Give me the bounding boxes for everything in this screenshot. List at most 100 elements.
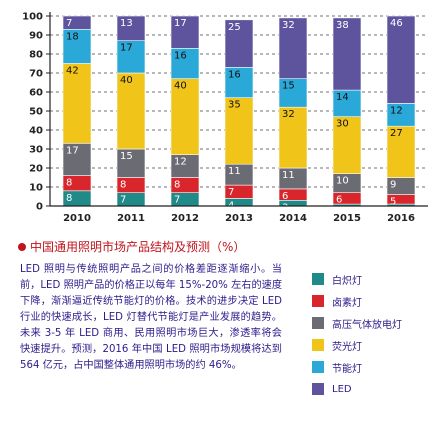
- bar-segment: [62, 28, 92, 64]
- y-tick-label: 50: [29, 107, 43, 118]
- bar-value-label: 3: [282, 202, 288, 213]
- bar-value-label: 17: [174, 18, 187, 29]
- bar-segment: [62, 63, 92, 144]
- legend-label: LED: [332, 383, 352, 395]
- legend-item-cfl: 节能灯: [312, 356, 440, 378]
- chart-caption-text: 中国通用照明市场产品结构及预测（%）: [30, 240, 246, 254]
- bar-value-label: 32: [282, 20, 295, 31]
- bar-segment: [116, 40, 146, 74]
- bar-segment: [224, 97, 254, 165]
- bar-value-label: 32: [282, 109, 295, 120]
- bar-value-label: 10: [336, 176, 349, 187]
- bar-segment: [332, 17, 362, 91]
- bar-value-label: 38: [336, 20, 349, 31]
- bar-value-label: 7: [66, 18, 72, 29]
- legend-swatch: [312, 295, 324, 307]
- legend-swatch: [312, 361, 324, 373]
- legend-item-led: LED: [312, 378, 440, 400]
- legend-label: 卤素灯: [332, 297, 362, 309]
- bar-value-label: 8: [66, 178, 72, 189]
- chart-caption: 中国通用照明市场产品结构及预测（%）: [18, 238, 245, 255]
- y-tick-label: 10: [29, 183, 43, 194]
- bar-segment: [170, 15, 200, 49]
- bar-segment: [278, 78, 308, 108]
- bar-segment: [386, 125, 416, 178]
- bar-value-label: 25: [228, 22, 241, 33]
- bar-value-label: 6: [282, 191, 288, 202]
- x-tick-label: 2011: [117, 213, 145, 224]
- legend-item-incandescent: 白炽灯: [312, 268, 440, 290]
- bar-value-label: 15: [120, 151, 133, 162]
- bar-value-label: 1: [390, 206, 396, 217]
- bar-value-label: 17: [66, 145, 79, 156]
- legend-swatch: [312, 273, 324, 285]
- legend-label: 高压气体放电灯: [332, 319, 402, 331]
- bar-value-label: 8: [174, 180, 180, 191]
- bar-value-label: 7: [174, 195, 180, 206]
- bar-value-label: 7: [228, 187, 234, 198]
- bar-value-label: 35: [228, 100, 241, 111]
- legend-swatch: [312, 339, 324, 351]
- legend-item-hid: 高压气体放电灯: [312, 312, 440, 334]
- bar-value-label: 16: [228, 69, 241, 80]
- bar-value-label: 14: [336, 92, 349, 103]
- bar-value-label: 6: [336, 195, 342, 206]
- bar-value-label: 30: [336, 119, 349, 130]
- x-tick-label: 2015: [333, 213, 361, 224]
- x-tick-label: 2016: [387, 213, 415, 224]
- y-tick-label: 80: [29, 50, 43, 61]
- bar-value-label: 12: [390, 105, 403, 116]
- legend-item-halogen: 卤素灯: [312, 290, 440, 312]
- legend-swatch: [312, 383, 324, 395]
- x-tick-label: 2014: [279, 213, 307, 224]
- y-tick-label: 100: [22, 12, 43, 23]
- legend: 白炽灯 卤素灯 高压气体放电灯 荧光灯 节能灯 LED: [312, 268, 440, 400]
- bar-value-label: 1: [336, 206, 342, 217]
- description-paragraph: LED 照明与传统照明产品之间的价格差距逐渐缩小。当前，LED 照明产品的价格正…: [20, 264, 283, 371]
- bar-value-label: 11: [282, 170, 295, 181]
- y-tick-label: 90: [29, 31, 43, 42]
- legend-item-fluorescent: 荧光灯: [312, 334, 440, 356]
- bar-value-label: 15: [282, 81, 295, 92]
- bar-segment: [278, 106, 308, 169]
- bar-value-label: 40: [174, 81, 187, 92]
- bar-segment: [386, 15, 416, 104]
- bar-segment: [116, 72, 146, 150]
- bar-value-label: 17: [120, 43, 133, 54]
- caption-bullet-icon: [18, 242, 26, 251]
- y-tick-label: 20: [29, 164, 43, 175]
- bar-value-label: 13: [120, 18, 133, 29]
- bar-value-label: 8: [66, 193, 72, 204]
- bar-value-label: 7: [120, 195, 126, 206]
- bar-value-label: 11: [228, 166, 241, 177]
- stacked-bar-chart: 8817421877815401713781240161747113516253…: [22, 12, 428, 224]
- bar-segment: [170, 78, 200, 155]
- bar-value-label: 16: [174, 50, 187, 61]
- bar-segment: [62, 15, 92, 30]
- bar-value-label: 8: [120, 180, 126, 191]
- gridlines: [50, 15, 428, 188]
- bar-value-label: 9: [390, 180, 396, 191]
- y-tick-label: 40: [29, 126, 43, 137]
- y-tick-label: 30: [29, 145, 43, 156]
- bar-segment: [224, 67, 254, 99]
- bar-segment: [116, 15, 146, 42]
- legend-label: 白炽灯: [332, 275, 362, 287]
- bar-value-label: 42: [66, 66, 79, 77]
- bar-value-label: 18: [66, 31, 79, 42]
- y-tick-label: 70: [29, 69, 43, 80]
- bar-segment: [332, 89, 362, 117]
- bars: 8817421877815401713781240161747113516253…: [62, 15, 416, 217]
- x-tick-label: 2010: [63, 213, 91, 224]
- bar-segment: [278, 17, 308, 79]
- bar-value-label: 27: [390, 128, 403, 139]
- bar-value-label: 46: [390, 18, 403, 29]
- legend-label: 荧光灯: [332, 341, 362, 353]
- x-tick-label: 2013: [225, 213, 253, 224]
- bar-segment: [224, 19, 254, 68]
- x-tick-label: 2012: [171, 213, 199, 224]
- y-tick-label: 0: [36, 202, 43, 213]
- legend-swatch: [312, 317, 324, 329]
- bar-segment: [332, 116, 362, 174]
